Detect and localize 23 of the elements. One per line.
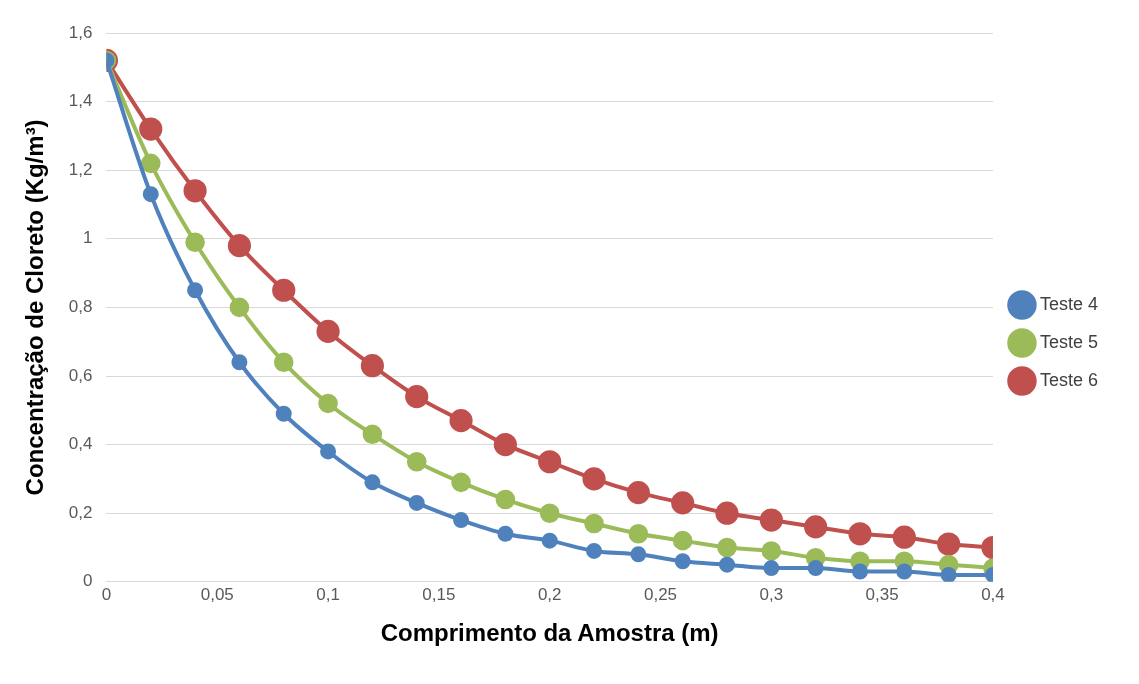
y-tick-label: 0,6 <box>68 365 93 385</box>
x-tick-label: 0,35 <box>865 584 899 604</box>
x-tick-label: 0,25 <box>643 584 678 604</box>
legend-label: Teste 4 <box>1039 293 1099 314</box>
x-tick-label: 0,05 <box>200 584 234 604</box>
x-tick-label: 0,3 <box>759 584 784 604</box>
y-tick-label: 0,2 <box>68 502 93 522</box>
y-tick-label: 1,4 <box>68 91 93 111</box>
legend-label: Teste 6 <box>1039 369 1099 390</box>
y-tick-label: 1 <box>82 228 93 248</box>
y-tick-label: 0,8 <box>68 297 93 317</box>
x-axis-title: Comprimento da Amostra (m) <box>380 619 719 647</box>
legend-label: Teste 5 <box>1039 331 1099 352</box>
x-tick-label: 0,4 <box>981 584 1005 604</box>
x-tick-label: 0,1 <box>316 584 340 604</box>
y-tick-label: 0 <box>82 571 93 591</box>
y-axis-title: Concentração de Cloreto (Kg/m³) <box>21 119 49 496</box>
x-tick-label: 0 <box>101 584 112 604</box>
x-tick-label: 0,15 <box>422 584 456 604</box>
x-tick-label: 0,2 <box>537 584 562 604</box>
y-tick-label: 1,2 <box>68 159 93 179</box>
y-tick-label: 1,6 <box>68 22 93 42</box>
y-tick-label: 0,4 <box>68 434 93 454</box>
